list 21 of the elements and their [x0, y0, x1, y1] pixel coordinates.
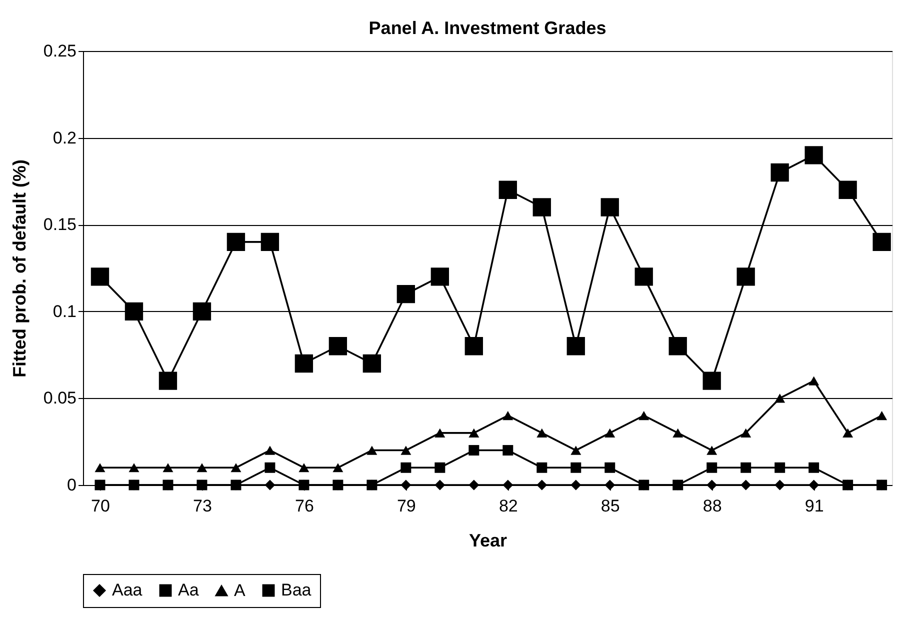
- x-tick-label: 91: [804, 496, 824, 516]
- y-tick-label: 0.2: [52, 128, 76, 148]
- legend-label: Aaa: [112, 580, 143, 600]
- chart-title: Panel A. Investment Grades: [368, 18, 606, 38]
- x-axis-title: Year: [468, 530, 508, 550]
- x-tick-label: 82: [498, 496, 518, 516]
- x-tick-label: 73: [193, 496, 212, 516]
- legend-label: Baa: [281, 580, 312, 600]
- y-tick-label: 0.15: [43, 215, 76, 234]
- x-tick-label: 85: [600, 496, 620, 516]
- y-axis-title: Fitted prob. of default (%): [9, 160, 30, 378]
- x-tick-label: 70: [91, 496, 110, 516]
- y-tick-label: 0.25: [43, 42, 76, 60]
- x-tick-label: 79: [396, 496, 416, 516]
- y-tick-label: 0.1: [52, 302, 76, 321]
- y-tick-label: 0: [67, 476, 76, 494]
- legend-label: Aa: [178, 580, 200, 600]
- x-tick-label: 76: [294, 496, 314, 516]
- x-tick-label: 88: [702, 496, 722, 516]
- y-tick-label: 0.05: [43, 388, 76, 408]
- legend-label: A: [234, 580, 246, 600]
